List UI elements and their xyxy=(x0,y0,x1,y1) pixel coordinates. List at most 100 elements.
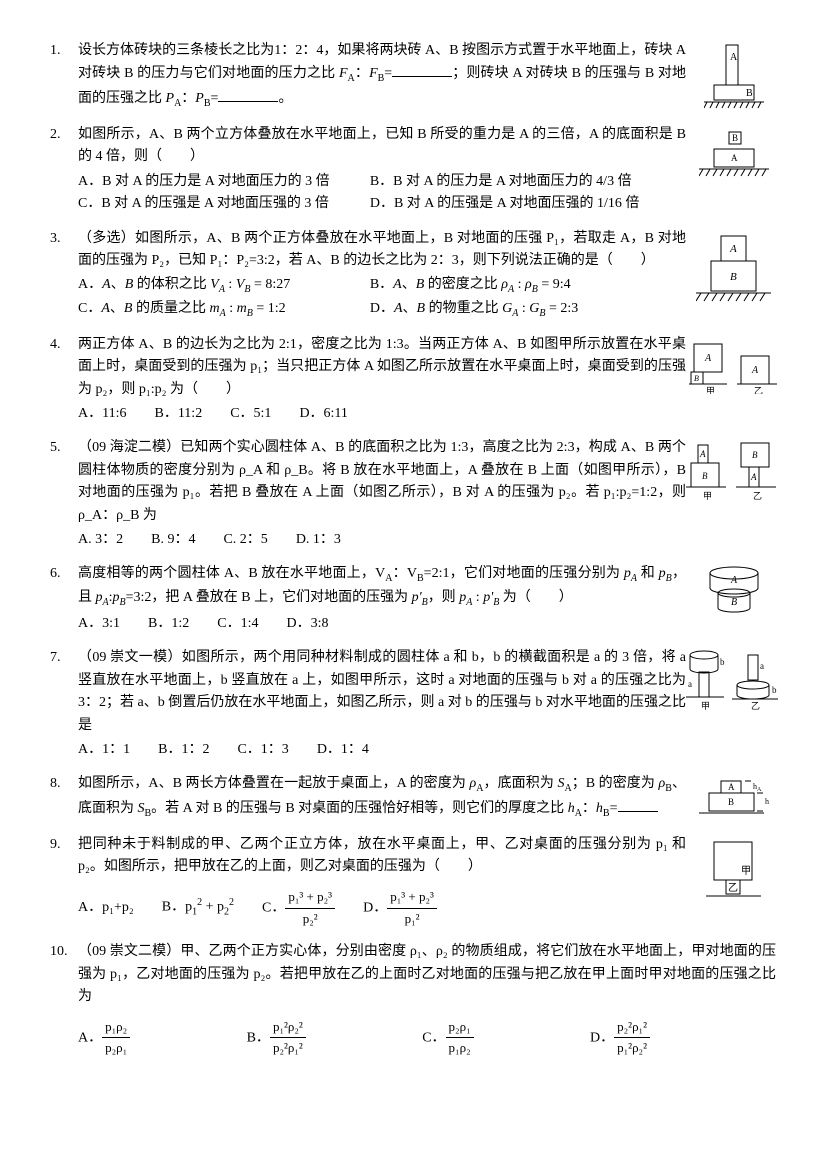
svg-text:A: A xyxy=(729,243,737,255)
question-number: 10. xyxy=(50,941,78,1059)
option-c: C. 2：5 xyxy=(223,529,267,551)
option-c: C．5:1 xyxy=(230,403,271,425)
option-b: B．B 对 A 的压力是 A 对地面压力的 4/3 倍 xyxy=(370,171,662,193)
option-a: A．3:1 xyxy=(78,613,120,635)
svg-text:B: B xyxy=(694,374,699,383)
option-d: D．6:11 xyxy=(299,403,347,425)
question-text: （多选）如图所示，A、B 两个正方体叠放在水平地面上，B 对地面的压强 P₁，若… xyxy=(78,228,686,273)
question-number: 7. xyxy=(50,647,78,761)
option-b: B．1：2 xyxy=(158,739,209,761)
options: A．11:6 B．11:2 C．5:1 D．6:11 xyxy=(78,403,686,425)
svg-text:A: A xyxy=(751,365,759,376)
svg-text:乙: 乙 xyxy=(751,701,760,711)
option-d: D．A、B 的物重之比 GA : GB = 2:3 xyxy=(370,298,662,322)
question-number: 5. xyxy=(50,437,78,551)
question-8: 8. 如图所示，A、B 两长方体叠置在一起放于桌面上，A 的密度为 ρA，底面积… xyxy=(50,773,776,822)
svg-text:b: b xyxy=(720,657,725,667)
question-2: 2. 如图所示，A、B 两个立方体叠放在水平地面上，已知 B 所受的重力是 A … xyxy=(50,124,776,216)
question-body: （09 崇文一模）如图所示，两个用同种材料制成的圆柱体 a 和 b，b 的横截面… xyxy=(78,647,776,761)
options: A．B 对 A 的压力是 A 对地面压力的 3 倍B．B 对 A 的压力是 A … xyxy=(78,171,686,216)
options: A．1：1 B．1：2 C．1：3 D．1：4 xyxy=(78,739,686,761)
figure-q4: A B 甲 A 乙 xyxy=(691,334,776,394)
option-c: C．p₁³ + p₂³p₂² xyxy=(262,887,335,930)
question-number: 8. xyxy=(50,773,78,822)
option-d: D．B 对 A 的压强是 A 对地面压强的 1/16 倍 xyxy=(370,193,662,215)
option-a: A．B 对 A 的压力是 A 对地面压力的 3 倍 xyxy=(78,171,370,193)
option-d: D．p₂²ρ₁²p₁²ρ₂² xyxy=(590,1017,650,1060)
svg-text:hA: hA xyxy=(753,782,762,793)
option-b: B．A、B 的密度之比 ρA : ρB = 9:4 xyxy=(370,274,662,298)
figure-q3: A B xyxy=(691,228,776,303)
option-a: A．p₁+p₂ xyxy=(78,897,134,919)
figure-q7: b a 甲 a b 乙 xyxy=(691,647,776,717)
svg-text:B: B xyxy=(730,271,737,283)
option-d: D．p₁³ + p₂³p₁² xyxy=(363,887,437,930)
svg-text:A: A xyxy=(704,353,712,364)
option-c: C．B 对 A 的压强是 A 对地面压强的 3 倍 xyxy=(78,193,370,215)
svg-text:甲: 甲 xyxy=(706,386,715,394)
question-3: 3. （多选）如图所示，A、B 两个正方体叠放在水平地面上，B 对地面的压强 P… xyxy=(50,228,776,322)
svg-text:A: A xyxy=(699,449,706,459)
question-body: （09 海淀二模）已知两个实心圆柱体 A、B 的底面积之比为 1:3，高度之比为… xyxy=(78,437,776,551)
figure-q5: A B 甲 B A 乙 xyxy=(691,437,776,507)
question-number: 1. xyxy=(50,40,78,112)
svg-text:B: B xyxy=(746,88,753,99)
question-number: 3. xyxy=(50,228,78,322)
question-text: 把同种未于料制成的甲、乙两个正立方体，放在水平桌面上，甲、乙对桌面的压强分别为 … xyxy=(78,834,686,879)
figure-q8: A hA B hB xyxy=(691,773,776,823)
figure-q9: 甲 乙 xyxy=(691,834,776,904)
svg-text:B: B xyxy=(702,471,708,481)
svg-text:乙: 乙 xyxy=(753,491,762,501)
option-d: D．1：4 xyxy=(317,739,369,761)
question-4: 4. 两正方体 A、B 的边长为之比为 2:1，密度之比为 1:3。当两正方体 … xyxy=(50,334,776,426)
question-text: 如图所示，A、B 两个立方体叠放在水平地面上，已知 B 所受的重力是 A 的三倍… xyxy=(78,124,686,169)
option-a: A. 3：2 xyxy=(78,529,123,551)
options: A．A、B 的体积之比 VA : VB = 8:27B．A、B 的密度之比 ρA… xyxy=(78,274,686,322)
option-d: D．3:8 xyxy=(286,613,328,635)
question-text: 设长方体砖块的三条棱长之比为1：2：4，如果将两块砖 A、B 按图示方式置于水平… xyxy=(78,40,686,112)
question-body: 高度相等的两个圆柱体 A、B 放在水平地面上，VA：VB=2:1，它们对地面的压… xyxy=(78,563,776,635)
svg-text:B: B xyxy=(731,597,737,608)
question-number: 9. xyxy=(50,834,78,929)
question-body: 设长方体砖块的三条棱长之比为1：2：4，如果将两块砖 A、B 按图示方式置于水平… xyxy=(78,40,776,112)
options: A．p₁+p₂ B．p12 + p22 C．p₁³ + p₂³p₂² D．p₁³… xyxy=(78,887,686,930)
question-text: 两正方体 A、B 的边长为之比为 2:1，密度之比为 1:3。当两正方体 A、B… xyxy=(78,334,686,401)
question-body: 两正方体 A、B 的边长为之比为 2:1，密度之比为 1:3。当两正方体 A、B… xyxy=(78,334,776,426)
question-number: 4. xyxy=(50,334,78,426)
question-7: 7. （09 崇文一模）如图所示，两个用同种材料制成的圆柱体 a 和 b，b 的… xyxy=(50,647,776,761)
question-number: 6. xyxy=(50,563,78,635)
svg-text:甲: 甲 xyxy=(701,701,710,711)
option-c: C．A、B 的质量之比 mA : mB = 1:2 xyxy=(78,298,370,322)
question-text: 如图所示，A、B 两长方体叠置在一起放于桌面上，A 的密度为 ρA，底面积为 S… xyxy=(78,773,686,822)
figure-q2: B A xyxy=(691,124,776,179)
svg-text:A: A xyxy=(730,575,738,586)
svg-text:甲: 甲 xyxy=(741,866,751,877)
question-text: （09 崇文一模）如图所示，两个用同种材料制成的圆柱体 a 和 b，b 的横截面… xyxy=(78,647,686,737)
svg-text:hB: hB xyxy=(765,797,769,808)
option-c: C．1：3 xyxy=(237,739,288,761)
svg-text:A: A xyxy=(750,472,757,482)
option-b: B．11:2 xyxy=(154,403,202,425)
option-c: C．1:4 xyxy=(217,613,258,635)
option-d: D. 1：3 xyxy=(296,529,341,551)
option-b: B．p₁²ρ₂²p₂²ρ₁² xyxy=(247,1017,306,1060)
question-text: （09 崇文二模）甲、乙两个正方实心体，分别由密度 ρ₁、ρ₂ 的物质组成，将它… xyxy=(78,941,776,1008)
svg-text:B: B xyxy=(728,797,734,807)
question-10: 10. （09 崇文二模）甲、乙两个正方实心体，分别由密度 ρ₁、ρ₂ 的物质组… xyxy=(50,941,776,1059)
question-body: 如图所示，A、B 两个立方体叠放在水平地面上，已知 B 所受的重力是 A 的三倍… xyxy=(78,124,776,216)
option-a: A．1：1 xyxy=(78,739,130,761)
svg-text:乙: 乙 xyxy=(728,882,738,894)
svg-text:A: A xyxy=(728,782,735,792)
question-body: （多选）如图所示，A、B 两个正方体叠放在水平地面上，B 对地面的压强 P₁，若… xyxy=(78,228,776,322)
question-body: （09 崇文二模）甲、乙两个正方实心体，分别由密度 ρ₁、ρ₂ 的物质组成，将它… xyxy=(78,941,776,1059)
svg-text:A: A xyxy=(730,52,738,63)
option-b: B. 9：4 xyxy=(151,529,195,551)
options: A. 3：2 B. 9：4 C. 2：5 D. 1：3 xyxy=(78,529,686,551)
options: A．3:1 B．1:2 C．1:4 D．3:8 xyxy=(78,613,686,635)
figure-q6: A B xyxy=(691,563,776,618)
question-text: 高度相等的两个圆柱体 A、B 放在水平地面上，VA：VB=2:1，它们对地面的压… xyxy=(78,563,686,611)
question-1: 1. 设长方体砖块的三条棱长之比为1：2：4，如果将两块砖 A、B 按图示方式置… xyxy=(50,40,776,112)
option-b: B．1:2 xyxy=(148,613,189,635)
svg-text:B: B xyxy=(732,133,738,143)
question-6: 6. 高度相等的两个圆柱体 A、B 放在水平地面上，VA：VB=2:1，它们对地… xyxy=(50,563,776,635)
